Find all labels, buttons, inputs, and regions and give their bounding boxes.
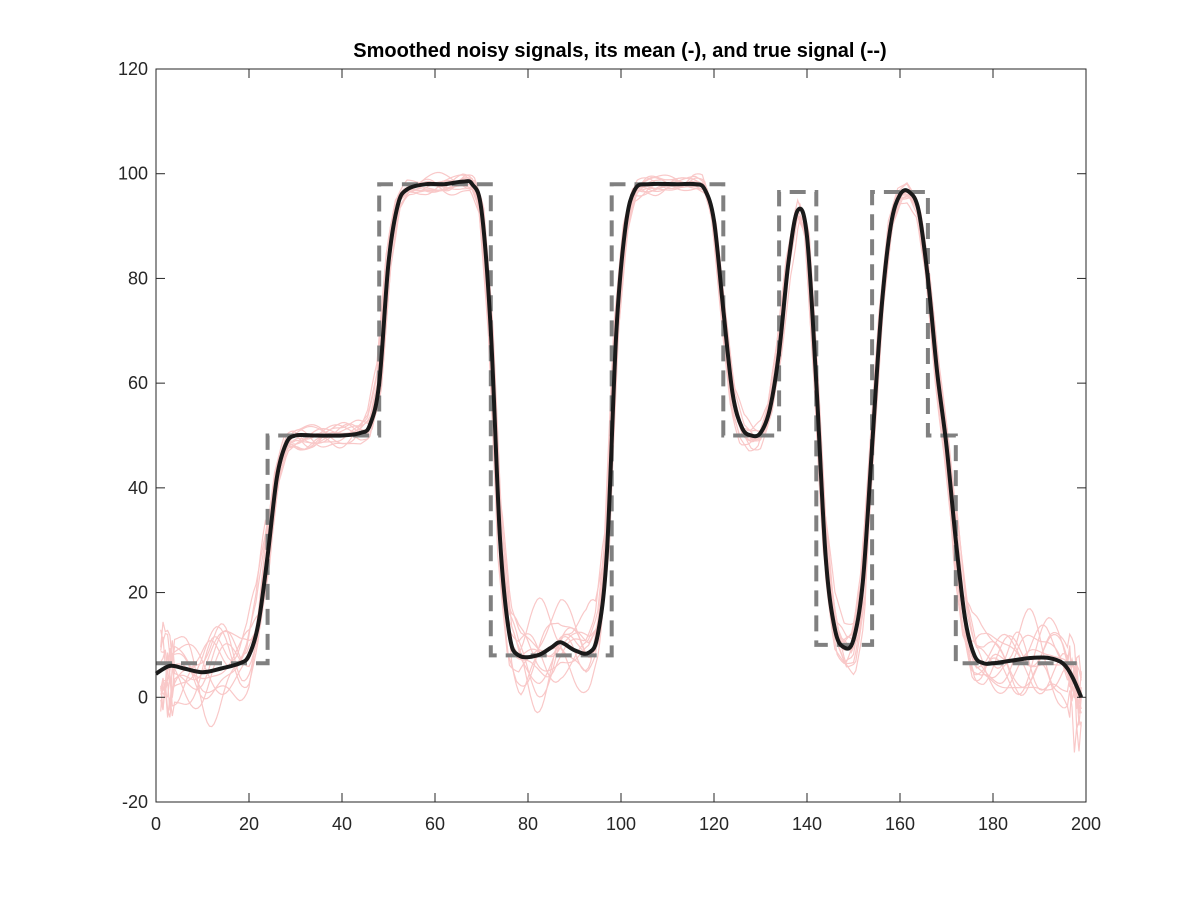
- y-tick-label: 60: [128, 373, 148, 393]
- x-tick-label: 100: [606, 814, 636, 834]
- x-tick-label: 160: [885, 814, 915, 834]
- y-tick-label: 0: [138, 687, 148, 707]
- x-tick-label: 0: [151, 814, 161, 834]
- x-tick-label: 20: [239, 814, 259, 834]
- true-signal-layer: [156, 182, 1077, 666]
- axes-layer: 0 20 40 60 80 100 120 140 160 180 200-200204060801…: [118, 59, 1101, 834]
- x-tick-label: 120: [699, 814, 729, 834]
- y-tick-label: 40: [128, 478, 148, 498]
- x-tick-label: 80: [518, 814, 538, 834]
- x-tick-label: 140: [792, 814, 822, 834]
- y-tick-label: 120: [118, 59, 148, 79]
- x-tick-label: 40: [332, 814, 352, 834]
- true-signal-line: [156, 182, 1077, 666]
- x-tick-label: 200: [1071, 814, 1101, 834]
- y-tick-label: 20: [128, 583, 148, 603]
- x-tick-label: 60: [425, 814, 445, 834]
- mean-signal-layer: [154, 179, 1084, 699]
- mean-signal-line: [154, 179, 1084, 699]
- chart-title: Smoothed noisy signals, its mean (-), an…: [353, 40, 886, 62]
- x-tick-label: 180: [978, 814, 1008, 834]
- y-tick-label: 100: [118, 164, 148, 184]
- y-tick-label: 80: [128, 268, 148, 288]
- y-tick-label: -20: [122, 792, 148, 812]
